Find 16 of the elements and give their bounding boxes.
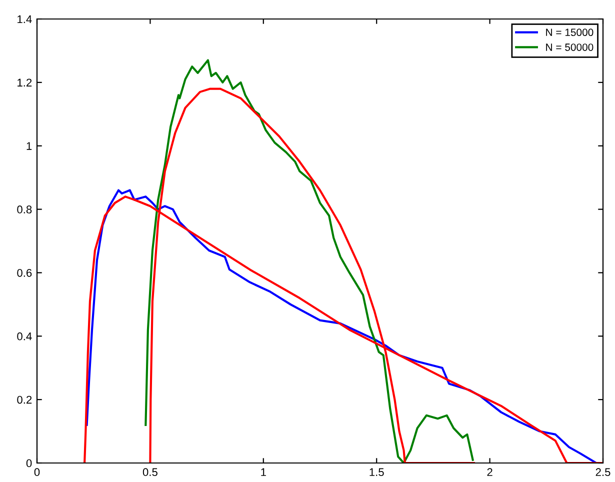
y-tick-label: 1: [26, 142, 32, 150]
y-tick-label: 0.8: [17, 206, 32, 214]
legend-label: N = 15000: [546, 28, 594, 36]
x-tick-label: 2: [487, 468, 492, 476]
y-tick-label: 0: [26, 459, 32, 468]
y-tick-label: 0.2: [17, 396, 32, 404]
y-tick-label: 0.4: [17, 332, 32, 340]
x-tick-label: 0: [34, 468, 40, 476]
x-tick-label: 2.5: [596, 468, 610, 476]
y-tick-label: 1.2: [18, 78, 32, 86]
y-tick-label: 1.4: [18, 15, 32, 24]
y-tick-label: 0.6: [17, 268, 32, 277]
x-tick-label: 1.5: [370, 468, 384, 476]
x-tick-label: 1: [261, 468, 266, 476]
x-tick-label: 0.5: [142, 468, 158, 476]
legend-label: N = 50000: [546, 44, 594, 51]
